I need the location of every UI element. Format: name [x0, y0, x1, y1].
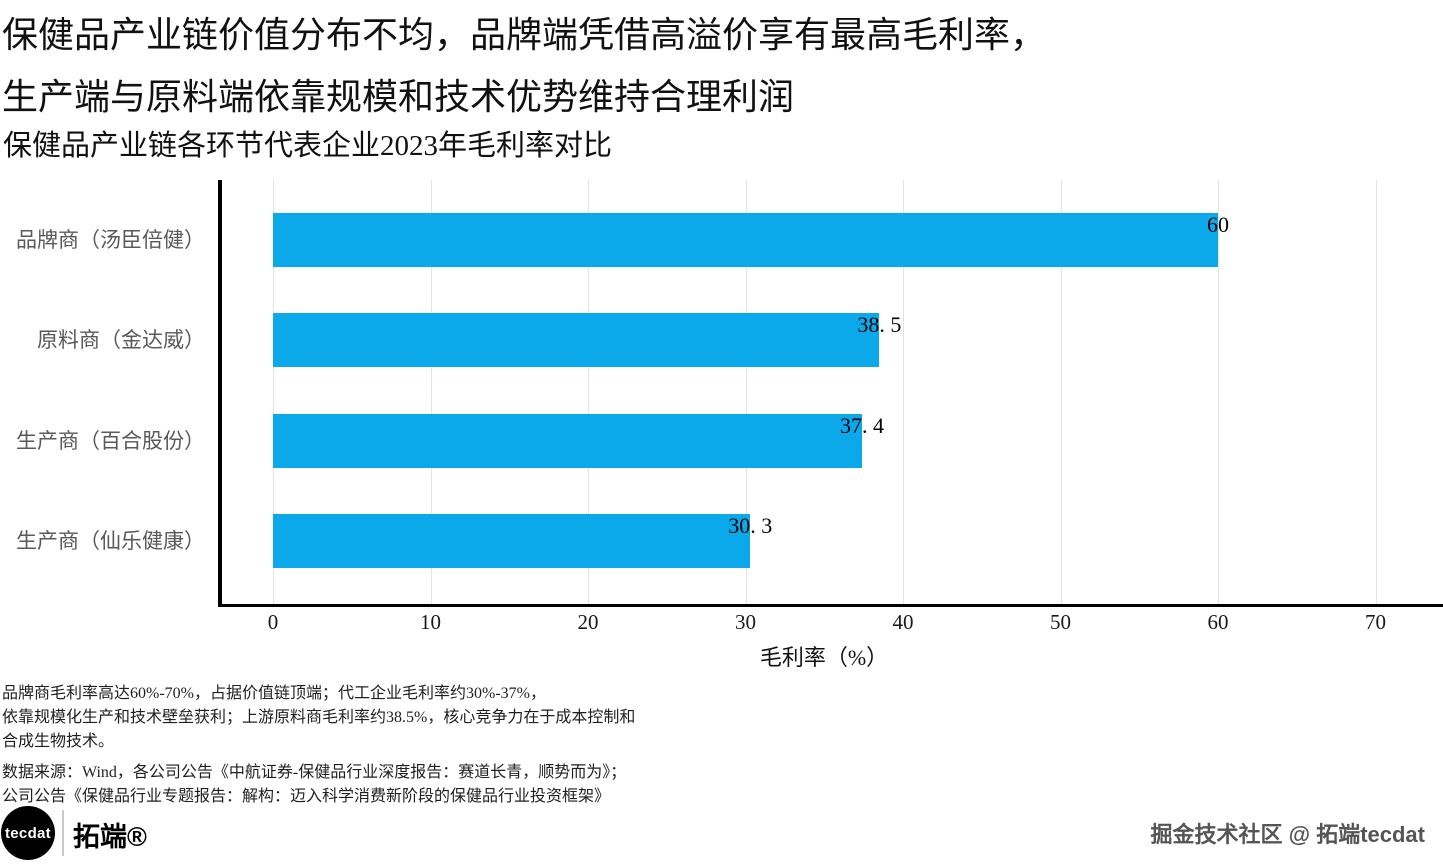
gridline-50 [1060, 180, 1062, 604]
y-axis-spine [218, 180, 222, 606]
bar-3 [273, 513, 751, 568]
bar-value-label-1: 38. 5 [857, 312, 902, 338]
tecdat-logo: tecdat [1, 806, 55, 860]
bar-value-label-0: 60 [1207, 212, 1229, 237]
plot-area: 60 38. 5 37. 4 30. 3 [218, 180, 1443, 604]
logo-divider [62, 810, 64, 856]
footnote-line: 依靠规模化生产和技术壁垒获利；上游原料商毛利率约38.5%，核心竞争力在于成本控… [2, 709, 636, 726]
bar-value-label-3: 30. 3 [728, 512, 773, 538]
footnote-gap [2, 754, 635, 761]
x-tick-label-10: 10 [420, 610, 441, 634]
watermark: 掘金技术社区 @ 拓端tecdat [1150, 822, 1425, 847]
category-label-0: 品牌商（汤臣倍健） [16, 228, 205, 252]
chart-subtitle: 保健品产业链各环节代表企业2023年毛利率对比 [3, 130, 613, 162]
x-tick-label-60: 60 [1207, 610, 1229, 634]
x-tick-label-20: 20 [577, 610, 599, 634]
bar-2 [273, 413, 863, 468]
x-axis-spine [218, 604, 1443, 607]
category-label-2: 生产商（百合股份） [16, 428, 205, 453]
bar-1 [273, 313, 880, 368]
source-line: 数据来源：Wind，各公司公告《中航证券-保健品行业深度报告：赛道长青，顺势而为… [2, 764, 627, 781]
gridline-0 [273, 180, 274, 604]
category-label-1: 原料商（金达威） [37, 328, 205, 353]
x-tick-label-30: 30 [735, 610, 756, 634]
chart-headline-line1: 保健品产业链价值分布不均，品牌端凭借高溢价享有最高毛利率， [2, 15, 1047, 55]
gridline-70 [1375, 180, 1377, 604]
x-tick-label-0: 0 [267, 610, 279, 634]
category-label-3: 生产商（仙乐健康） [16, 528, 205, 553]
chart-headline-line2: 生产端与原料端依靠规模和技术优势维持合理利润 [2, 77, 795, 117]
gridline-20 [588, 180, 589, 604]
gridline-40 [903, 180, 904, 604]
source-line: 公司公告《保健品行业专题报告：解构：迈入科学消费新阶段的保健品行业投资框架》 [2, 788, 611, 805]
bar-0 [273, 213, 1218, 267]
gridline-30 [745, 180, 747, 604]
bar-value-label-2: 37. 4 [840, 412, 885, 438]
brand-name: 拓端® [73, 822, 147, 852]
x-tick-label-50: 50 [1050, 610, 1071, 634]
gridline-10 [430, 180, 432, 604]
footnotes: 品牌商毛利率高达60%-70%，占据价值链顶端；代工企业毛利率约30%-37%，… [2, 682, 635, 809]
footnote-line: 合成生物技术。 [2, 733, 115, 750]
gridline-60 [1218, 180, 1219, 604]
x-axis-label: 毛利率（%） [759, 645, 889, 670]
footnote-line: 品牌商毛利率高达60%-70%，占据价值链顶端；代工企业毛利率约30%-37%， [2, 685, 546, 702]
x-tick-label-40: 40 [892, 610, 914, 634]
x-tick-label-70: 70 [1365, 610, 1386, 634]
